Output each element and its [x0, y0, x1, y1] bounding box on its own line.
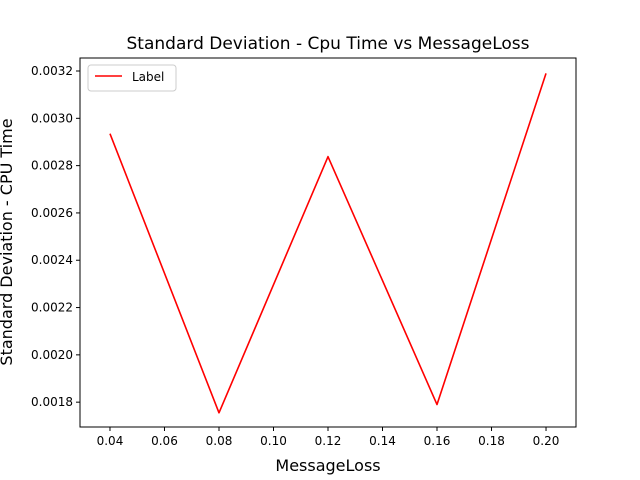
y-tick-label: 0.0028	[31, 159, 73, 173]
legend: Label	[87, 64, 177, 92]
y-tick-label: 0.0032	[31, 64, 73, 78]
y-tick-label: 0.0030	[31, 111, 73, 125]
y-tick-label: 0.0018	[31, 395, 73, 409]
x-tick-label: 0.10	[260, 434, 287, 448]
y-tick-label: 0.0020	[31, 348, 73, 362]
y-axis-ticks: 0.0018 0.0020 0.0022 0.0024 0.0026 0.0028 0.00…	[31, 64, 80, 409]
x-tick-label: 0.20	[533, 434, 560, 448]
x-axis-ticks: 0.04 0.06 0.08 0.10 0.12 0.14 0.16 0.18 0.20	[97, 427, 560, 448]
x-tick-label: 0.18	[478, 434, 505, 448]
y-tick-label: 0.0022	[31, 301, 73, 315]
legend-entry-label: Label	[132, 70, 164, 84]
y-tick-label: 0.0026	[31, 206, 73, 220]
y-tick-label: 0.0024	[31, 253, 73, 267]
x-tick-label: 0.12	[315, 434, 342, 448]
chart-title: Standard Deviation - Cpu Time vs Message…	[127, 34, 530, 54]
y-axis-label: Standard Deviation - CPU Time	[0, 118, 16, 365]
x-axis-label: MessageLoss	[275, 456, 380, 475]
x-tick-label: 0.04	[97, 434, 124, 448]
x-tick-label: 0.16	[424, 434, 451, 448]
legend-box	[87, 64, 177, 92]
series-layer	[109, 73, 547, 414]
x-tick-label: 0.08	[206, 434, 233, 448]
x-tick-label: 0.06	[151, 434, 178, 448]
x-tick-label: 0.14	[369, 434, 396, 448]
